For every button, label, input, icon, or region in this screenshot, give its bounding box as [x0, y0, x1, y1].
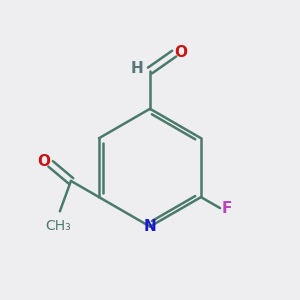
Text: O: O — [174, 45, 187, 60]
Text: H: H — [130, 61, 143, 76]
Text: O: O — [38, 154, 51, 169]
Text: CH₃: CH₃ — [46, 219, 71, 233]
Text: F: F — [222, 201, 232, 216]
Text: N: N — [144, 219, 156, 234]
